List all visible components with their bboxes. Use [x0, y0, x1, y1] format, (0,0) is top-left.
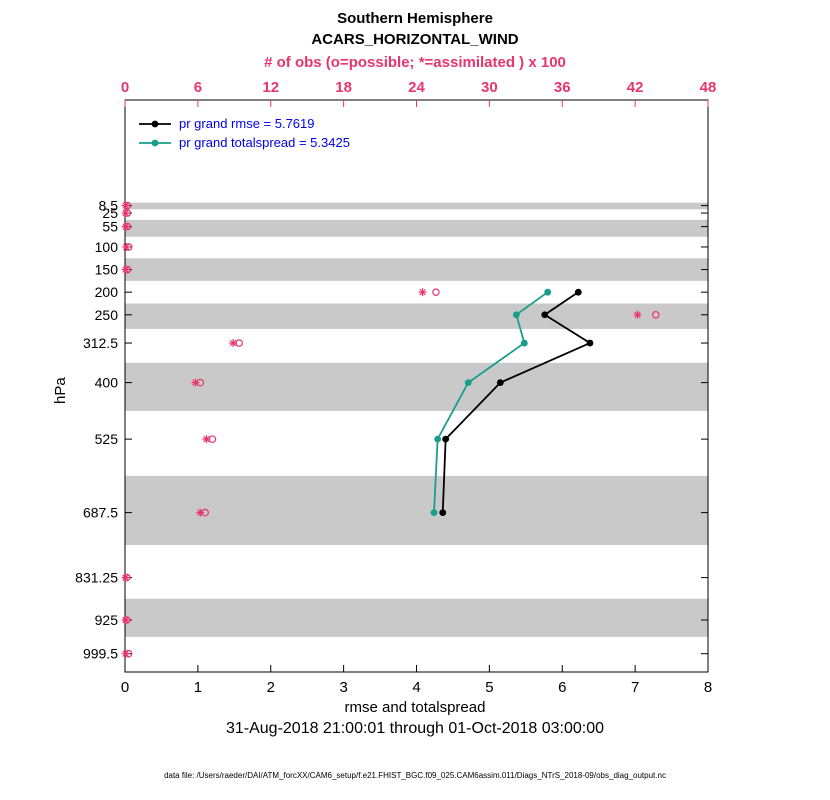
svg-text:18: 18 — [335, 79, 352, 96]
svg-text:4: 4 — [412, 679, 420, 696]
legend-item-totalspread: pr grand totalspread = 5.3425 — [138, 133, 350, 152]
svg-text:12: 12 — [262, 79, 279, 96]
svg-text:8.5: 8.5 — [99, 198, 119, 214]
obs-count-axis-label: # of obs (o=possible; *=assimilated ) x … — [264, 54, 566, 71]
svg-text:2: 2 — [267, 679, 275, 696]
totalspread-series — [430, 288, 552, 517]
svg-text:150: 150 — [95, 262, 119, 278]
svg-text:25: 25 — [102, 205, 118, 221]
svg-text:8: 8 — [704, 679, 712, 696]
svg-text:200: 200 — [95, 284, 119, 300]
svg-text:55: 55 — [102, 219, 118, 235]
rmse-series — [439, 288, 594, 517]
svg-text:42: 42 — [627, 79, 644, 96]
legend-label-totalspread: pr grand totalspread = 5.3425 — [179, 135, 350, 150]
svg-text:525: 525 — [95, 431, 119, 447]
svg-text:831.25: 831.25 — [75, 570, 118, 586]
svg-text:3: 3 — [339, 679, 347, 696]
svg-text:36: 36 — [554, 79, 571, 96]
time-range-subtitle: 31-Aug-2018 21:00:01 through 01-Oct-2018… — [225, 720, 605, 737]
svg-text:312.5: 312.5 — [83, 335, 118, 351]
svg-text:48: 48 — [700, 79, 717, 96]
legend: pr grand rmse = 5.7619 pr grand totalspr… — [136, 112, 356, 154]
svg-text:0: 0 — [121, 679, 129, 696]
svg-text:400: 400 — [95, 375, 119, 391]
chart-title-hemisphere: Southern Hemisphere — [337, 10, 493, 27]
gray-level-bands — [125, 202, 708, 637]
svg-text:0: 0 — [121, 79, 129, 96]
svg-text:999.5: 999.5 — [83, 646, 118, 662]
svg-text:6: 6 — [558, 679, 566, 696]
svg-text:687.5: 687.5 — [83, 505, 118, 521]
svg-text:7: 7 — [631, 679, 639, 696]
obs-count-axis-ticks: 0 6 12 18 24 30 36 42 48 — [121, 79, 717, 107]
rmse-line-swatch — [139, 120, 171, 127]
legend-label-rmse: pr grand rmse = 5.7619 — [179, 116, 315, 131]
totalspread-line-swatch — [139, 139, 171, 146]
obs-count-markers — [121, 201, 660, 658]
svg-text:24: 24 — [408, 79, 425, 96]
svg-text:30: 30 — [481, 79, 498, 96]
y-axis-label: hPa — [52, 377, 69, 404]
svg-text:5: 5 — [485, 679, 493, 696]
chart-title-variable: ACARS_HORIZONTAL_WIND — [311, 31, 519, 48]
svg-text:925: 925 — [95, 612, 119, 628]
svg-text:6: 6 — [194, 79, 202, 96]
legend-item-rmse: pr grand rmse = 5.7619 — [138, 114, 350, 133]
svg-text:100: 100 — [95, 239, 119, 255]
svg-text:1: 1 — [194, 679, 202, 696]
svg-text:250: 250 — [95, 307, 119, 323]
x-axis-label: rmse and totalspread — [344, 699, 486, 716]
data-file-footer: data file: /Users/raeder/DAI/ATM_forcXX/… — [164, 771, 666, 780]
bottom-axis-ticks: 0 1 2 3 4 5 6 7 8 — [121, 665, 712, 696]
